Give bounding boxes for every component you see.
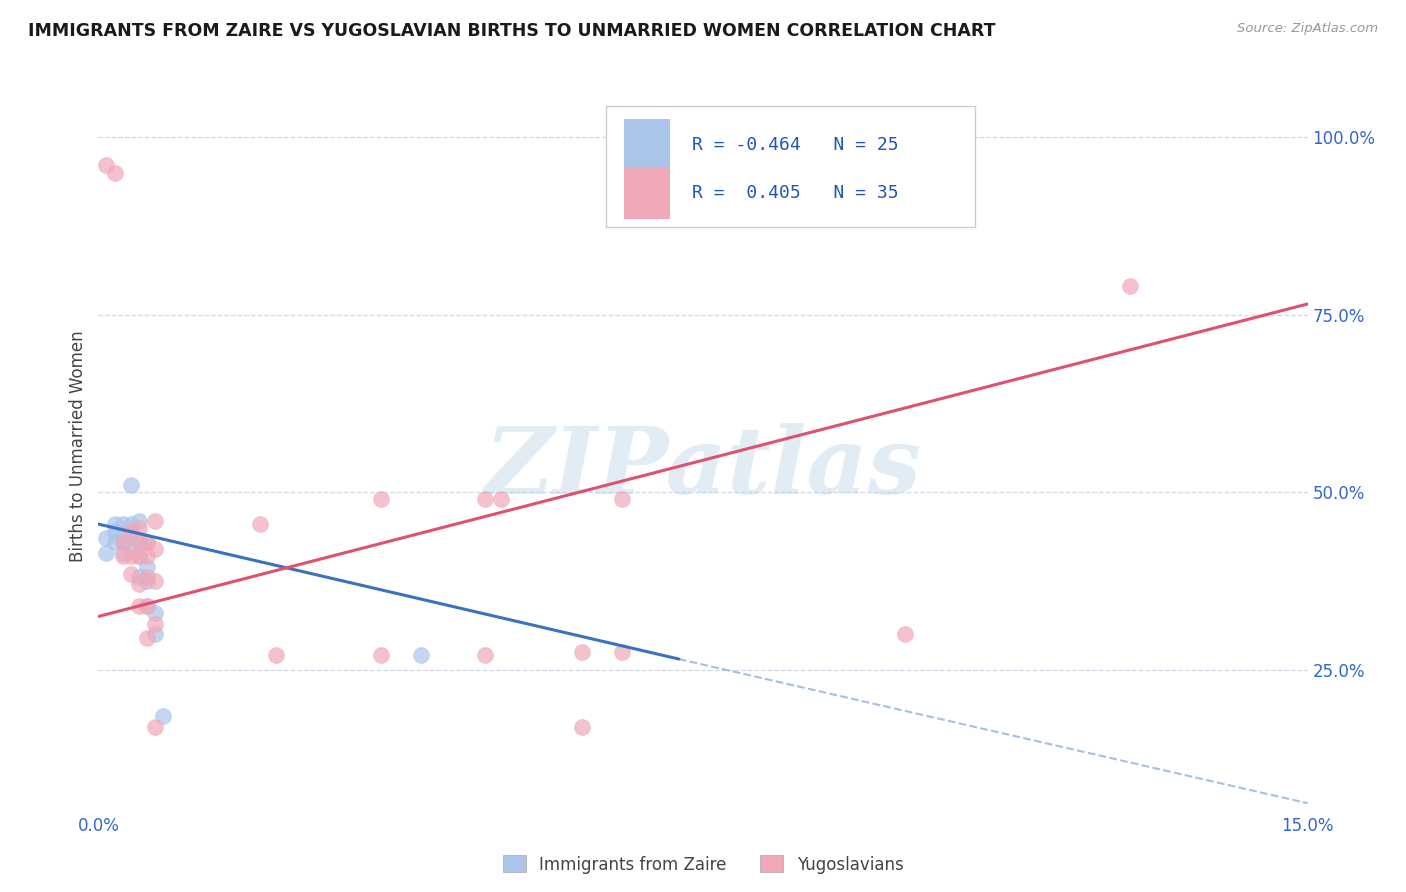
Point	[96, 159, 118, 173]
Point	[103, 517, 125, 532]
Point	[491, 492, 513, 507]
Point	[103, 524, 125, 539]
Bar	[624, 167, 671, 219]
Point	[612, 645, 634, 659]
Point	[264, 648, 287, 663]
Point	[152, 709, 174, 723]
Point	[128, 549, 150, 563]
Point	[143, 514, 166, 528]
Point	[135, 559, 157, 574]
Point	[111, 534, 134, 549]
Point	[128, 599, 150, 613]
FancyBboxPatch shape	[606, 106, 976, 227]
Point	[128, 514, 150, 528]
Point	[135, 631, 157, 645]
Point	[120, 538, 142, 552]
Text: R =  0.405   N = 35: R = 0.405 N = 35	[692, 184, 898, 202]
Point	[96, 531, 118, 545]
Point	[135, 599, 157, 613]
Point	[409, 648, 432, 663]
Bar	[624, 119, 671, 172]
Point	[111, 545, 134, 559]
Point	[135, 599, 157, 613]
Point	[571, 719, 593, 733]
Point	[612, 492, 634, 507]
Point	[370, 648, 392, 663]
Point	[111, 528, 134, 542]
Point	[135, 570, 157, 584]
Legend: Immigrants from Zaire, Yugoslavians: Immigrants from Zaire, Yugoslavians	[496, 848, 910, 880]
Point	[135, 534, 157, 549]
Point	[128, 570, 150, 584]
Text: IMMIGRANTS FROM ZAIRE VS YUGOSLAVIAN BIRTHS TO UNMARRIED WOMEN CORRELATION CHART: IMMIGRANTS FROM ZAIRE VS YUGOSLAVIAN BIR…	[28, 22, 995, 40]
Point	[111, 549, 134, 563]
Point	[143, 616, 166, 631]
Point	[143, 627, 166, 641]
Text: ZIPatlas: ZIPatlas	[485, 423, 921, 513]
Point	[103, 165, 125, 179]
Point	[893, 627, 915, 641]
Y-axis label: Births to Unmarried Women: Births to Unmarried Women	[69, 330, 87, 562]
Point	[120, 549, 142, 563]
Point	[249, 517, 271, 532]
Point	[128, 577, 150, 591]
Point	[120, 566, 142, 581]
Point	[128, 534, 150, 549]
Point	[143, 574, 166, 588]
Point	[135, 534, 157, 549]
Text: Source: ZipAtlas.com: Source: ZipAtlas.com	[1237, 22, 1378, 36]
Point	[111, 517, 134, 532]
Point	[135, 549, 157, 563]
Point	[1119, 279, 1142, 293]
Point	[143, 541, 166, 556]
Point	[120, 478, 142, 492]
Point	[143, 719, 166, 733]
Point	[120, 524, 142, 539]
Point	[135, 574, 157, 588]
Point	[128, 521, 150, 535]
Point	[128, 549, 150, 563]
Point	[111, 534, 134, 549]
Point	[96, 545, 118, 559]
Point	[103, 534, 125, 549]
Text: R = -0.464   N = 25: R = -0.464 N = 25	[692, 136, 898, 154]
Point	[474, 492, 496, 507]
Point	[474, 648, 496, 663]
Point	[120, 528, 142, 542]
Point	[120, 517, 142, 532]
Point	[370, 492, 392, 507]
Point	[571, 645, 593, 659]
Point	[128, 534, 150, 549]
Point	[143, 606, 166, 620]
